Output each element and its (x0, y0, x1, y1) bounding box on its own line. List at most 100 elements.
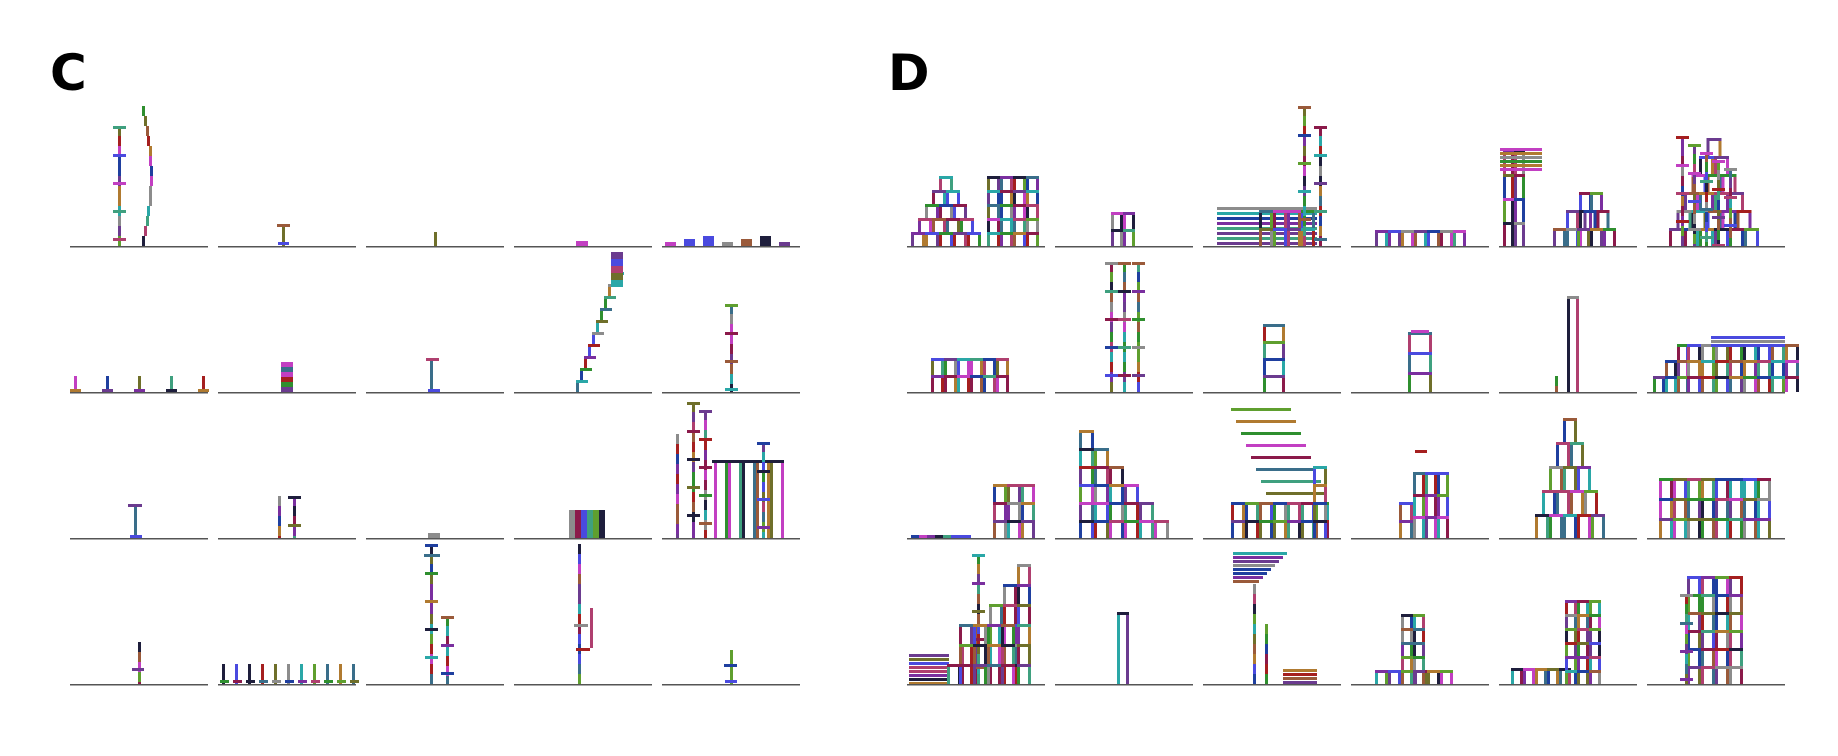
vertical-block (1424, 670, 1427, 684)
horizontal-block (1589, 600, 1601, 603)
vertical-block (1726, 228, 1729, 246)
vertical-block (1117, 612, 1120, 684)
horizontal-block (1079, 502, 1094, 505)
vertical-block (1726, 478, 1729, 498)
horizontal-block (1298, 162, 1311, 165)
vertical-block (918, 218, 921, 232)
horizontal-block (1105, 262, 1118, 265)
vertical-block (1007, 502, 1010, 520)
horizontal-block (1408, 352, 1432, 355)
vertical-block (997, 218, 1000, 232)
vertical-block (1021, 520, 1024, 538)
vertical-block (1388, 230, 1391, 246)
horizontal-block (1676, 164, 1689, 167)
horizontal-block (757, 442, 770, 445)
vertical-block (704, 530, 707, 538)
panel-d-grid-cell (1203, 106, 1341, 248)
block (760, 236, 771, 246)
horizontal-block (1007, 484, 1021, 487)
horizontal-block (1715, 648, 1729, 651)
vertical-block (1740, 344, 1743, 360)
vertical-block (1693, 184, 1696, 194)
vertical-block (943, 218, 946, 232)
vertical-block (146, 216, 149, 226)
horizontal-block (426, 358, 439, 361)
vertical-block (1565, 628, 1568, 642)
horizontal-block (1094, 484, 1109, 487)
vertical-block (1303, 106, 1306, 116)
vertical-block (1298, 228, 1301, 246)
vertical-block (1687, 576, 1690, 594)
horizontal-block (1503, 174, 1514, 177)
vertical-block (953, 232, 956, 246)
vertical-block (762, 452, 765, 462)
horizontal-block (947, 664, 961, 667)
vertical-block (1319, 186, 1322, 196)
vertical-block (692, 492, 695, 502)
vertical-block (138, 652, 141, 662)
ground-line (1351, 538, 1489, 540)
horizontal-block (1700, 208, 1713, 211)
horizontal-block (1771, 376, 1785, 379)
horizontal-block (1298, 106, 1311, 109)
vertical-block (1698, 666, 1701, 684)
panel-d-grid-cell (1203, 552, 1341, 686)
horizontal-block (993, 484, 1007, 487)
vertical-block (714, 460, 717, 538)
vertical-block (1556, 668, 1559, 684)
horizontal-block (1500, 152, 1542, 155)
horizontal-block (1712, 160, 1725, 163)
vertical-block (106, 376, 109, 392)
block (611, 273, 623, 280)
vertical-block (430, 604, 433, 614)
vertical-block (1017, 644, 1020, 664)
vertical-block (1026, 190, 1029, 204)
vertical-block (1313, 484, 1316, 502)
ground-line (1203, 392, 1341, 394)
vertical-block (1429, 372, 1432, 392)
vertical-block (1036, 218, 1039, 232)
vertical-block (1757, 518, 1760, 538)
horizontal-block (1688, 172, 1701, 175)
ground-line (1351, 246, 1489, 248)
ground-line (218, 684, 356, 686)
horizontal-block (1246, 444, 1306, 447)
vertical-block (1589, 670, 1592, 684)
vertical-block (1586, 670, 1589, 684)
vertical-block (1685, 654, 1688, 664)
vertical-block (1450, 230, 1453, 246)
vertical-block (1411, 230, 1414, 246)
horizontal-block (957, 375, 970, 378)
vertical-block (1717, 200, 1720, 210)
vertical-block (1450, 670, 1453, 684)
vertical-block (993, 484, 996, 502)
vertical-block (430, 634, 433, 644)
vertical-block (1437, 230, 1440, 246)
vertical-block (977, 574, 980, 584)
vertical-block (1568, 668, 1571, 684)
vertical-block (1740, 666, 1743, 684)
vertical-block (993, 375, 996, 392)
vertical-block (1698, 344, 1701, 360)
vertical-block (1574, 670, 1577, 684)
vertical-block (1740, 612, 1743, 630)
vertical-block (762, 472, 765, 482)
horizontal-block (987, 218, 1000, 221)
panel-c-grid-cell (366, 358, 504, 394)
vertical-block (1693, 144, 1696, 154)
vertical-block (676, 474, 679, 484)
vertical-block (975, 664, 978, 684)
horizontal-block (1514, 198, 1525, 201)
vertical-block (1577, 614, 1580, 628)
horizontal-block (1729, 612, 1743, 615)
horizontal-block (1401, 670, 1413, 673)
vertical-block (1598, 642, 1601, 656)
horizontal-block (1111, 212, 1123, 215)
vertical-block (692, 442, 695, 452)
horizontal-block (1079, 430, 1094, 433)
horizontal-block (972, 638, 985, 641)
vertical-block (977, 554, 980, 564)
ground-line (366, 538, 504, 540)
ground-line (1203, 246, 1341, 248)
vertical-block (1768, 478, 1771, 498)
